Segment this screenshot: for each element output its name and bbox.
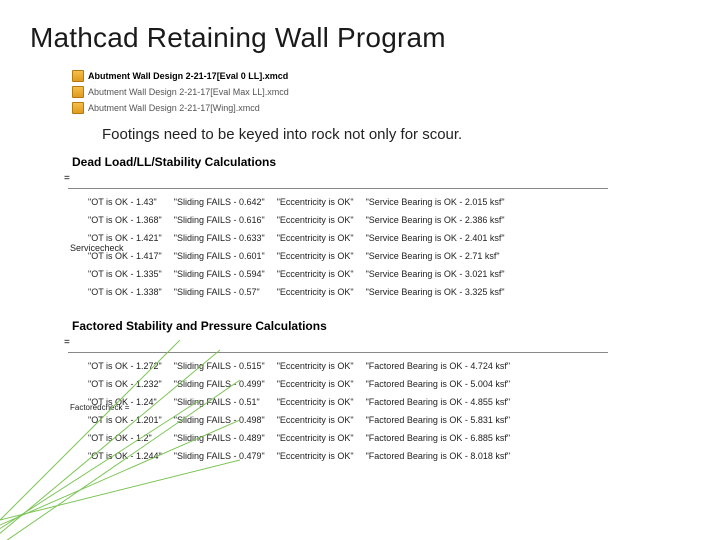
table-cell: "OT is OK - 1.368" (82, 211, 168, 229)
table-cell: "Eccentricity is OK" (271, 193, 360, 211)
table-cell: "OT is OK - 1.232" (82, 375, 168, 393)
file-list: Abutment Wall Design 2-21-17[Eval 0 LL].… (72, 68, 690, 116)
file-row: Abutment Wall Design 2-21-17[Eval 0 LL].… (72, 68, 690, 84)
page-title: Mathcad Retaining Wall Program (30, 22, 690, 54)
table-cell: "Factored Bearing is OK - 4.855 ksf" (360, 393, 516, 411)
file-name: Abutment Wall Design 2-21-17[Eval 0 LL].… (88, 71, 288, 81)
divider (68, 188, 608, 189)
service-heading: Dead Load/LL/Stability Calculations (72, 155, 690, 169)
divider (68, 352, 608, 353)
table-cell: "Eccentricity is OK" (271, 283, 360, 301)
table-cell: "Sliding FAILS - 0.479" (168, 447, 271, 465)
equals-badge: = (64, 173, 690, 184)
table-row: "OT is OK - 1.2""Sliding FAILS - 0.489""… (82, 429, 516, 447)
table-row: "OT is OK - 1.368""Sliding FAILS - 0.616… (82, 211, 511, 229)
factored-heading: Factored Stability and Pressure Calculat… (72, 319, 690, 333)
table-cell: "Eccentricity is OK" (271, 429, 360, 447)
mathcad-file-icon (72, 102, 84, 114)
mathcad-file-icon (72, 86, 84, 98)
table-row: "OT is OK - 1.338""Sliding FAILS - 0.57"… (82, 283, 511, 301)
table-row: "OT is OK - 1.335""Sliding FAILS - 0.594… (82, 265, 511, 283)
factored-label: Factoredcheck = (70, 403, 129, 412)
table-cell: "Sliding FAILS - 0.515" (168, 357, 271, 375)
file-name: Abutment Wall Design 2-21-17[Eval Max LL… (88, 87, 289, 97)
table-cell: "Service Bearing is OK - 2.386 ksf" (360, 211, 511, 229)
table-row: "OT is OK - 1.421""Sliding FAILS - 0.633… (82, 229, 511, 247)
table-cell: "Eccentricity is OK" (271, 265, 360, 283)
table-cell: "Eccentricity is OK" (271, 229, 360, 247)
table-cell: "Factored Bearing is OK - 4.724 ksf" (360, 357, 516, 375)
table-row: "OT is OK - 1.201""Sliding FAILS - 0.498… (82, 411, 516, 429)
table-cell: "Sliding FAILS - 0.616" (168, 211, 271, 229)
table-cell: "OT is OK - 1.338" (82, 283, 168, 301)
file-row: Abutment Wall Design 2-21-17[Eval Max LL… (72, 84, 690, 100)
table-cell: "OT is OK - 1.43" (82, 193, 168, 211)
table-cell: "Sliding FAILS - 0.594" (168, 265, 271, 283)
file-name: Abutment Wall Design 2-21-17[Wing].xmcd (88, 103, 260, 113)
mathcad-file-icon (72, 70, 84, 82)
table-cell: "OT is OK - 1.244" (82, 447, 168, 465)
table-cell: "Sliding FAILS - 0.51" (168, 393, 271, 411)
table-cell: "Sliding FAILS - 0.601" (168, 247, 271, 265)
service-label: Servicecheck (70, 243, 124, 253)
file-row: Abutment Wall Design 2-21-17[Wing].xmcd (72, 100, 690, 116)
table-cell: "Eccentricity is OK" (271, 375, 360, 393)
table-cell: "OT is OK - 1.272" (82, 357, 168, 375)
table-cell: "Eccentricity is OK" (271, 211, 360, 229)
table-cell: "OT is OK - 1.2" (82, 429, 168, 447)
table-row: "OT is OK - 1.24""Sliding FAILS - 0.51""… (82, 393, 516, 411)
slide: Mathcad Retaining Wall Program Abutment … (0, 0, 720, 540)
note-text: Footings need to be keyed into rock not … (102, 126, 690, 143)
table-cell: "Factored Bearing is OK - 6.885 ksf" (360, 429, 516, 447)
table-cell: "Eccentricity is OK" (271, 247, 360, 265)
table-cell: "Eccentricity is OK" (271, 447, 360, 465)
table-cell: "Eccentricity is OK" (271, 393, 360, 411)
table-cell: "OT is OK - 1.335" (82, 265, 168, 283)
factored-results-table: "OT is OK - 1.272""Sliding FAILS - 0.515… (82, 357, 516, 465)
table-cell: "Factored Bearing is OK - 8.018 ksf" (360, 447, 516, 465)
table-cell: "Service Bearing is OK - 2.015 ksf" (360, 193, 511, 211)
table-cell: "Factored Bearing is OK - 5.831 ksf" (360, 411, 516, 429)
table-cell: "Sliding FAILS - 0.57" (168, 283, 271, 301)
table-cell: "Sliding FAILS - 0.633" (168, 229, 271, 247)
table-cell: "OT is OK - 1.201" (82, 411, 168, 429)
table-cell: "Service Bearing is OK - 3.021 ksf" (360, 265, 511, 283)
table-row: "OT is OK - 1.232""Sliding FAILS - 0.499… (82, 375, 516, 393)
table-cell: "Sliding FAILS - 0.642" (168, 193, 271, 211)
table-cell: "Factored Bearing is OK - 5.004 ksf" (360, 375, 516, 393)
table-cell: "Eccentricity is OK" (271, 411, 360, 429)
table-row: "OT is OK - 1.43""Sliding FAILS - 0.642"… (82, 193, 511, 211)
table-cell: "Service Bearing is OK - 3.325 ksf" (360, 283, 511, 301)
table-cell: "Service Bearing is OK - 2.401 ksf" (360, 229, 511, 247)
service-results-table: "OT is OK - 1.43""Sliding FAILS - 0.642"… (82, 193, 511, 301)
table-row: "OT is OK - 1.272""Sliding FAILS - 0.515… (82, 357, 516, 375)
table-cell: "Eccentricity is OK" (271, 357, 360, 375)
table-cell: "Sliding FAILS - 0.498" (168, 411, 271, 429)
service-table: Servicecheck "OT is OK - 1.43""Sliding F… (30, 193, 690, 301)
factored-table: Factoredcheck = "OT is OK - 1.272""Slidi… (30, 357, 690, 465)
equals-badge: = (64, 337, 690, 348)
table-row: "OT is OK - 1.417""Sliding FAILS - 0.601… (82, 247, 511, 265)
table-cell: "Sliding FAILS - 0.499" (168, 375, 271, 393)
table-row: "OT is OK - 1.244""Sliding FAILS - 0.479… (82, 447, 516, 465)
table-cell: "Sliding FAILS - 0.489" (168, 429, 271, 447)
table-cell: "Service Bearing is OK - 2.71 ksf" (360, 247, 511, 265)
